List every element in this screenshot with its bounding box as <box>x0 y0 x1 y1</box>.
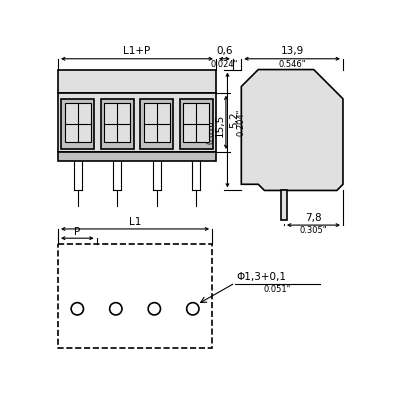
Text: 7,8: 7,8 <box>305 213 322 223</box>
Bar <box>58 152 216 161</box>
Bar <box>58 244 212 348</box>
Circle shape <box>110 303 122 315</box>
Bar <box>281 190 287 220</box>
Text: L1: L1 <box>129 217 141 227</box>
Bar <box>104 103 130 142</box>
Text: 0.051": 0.051" <box>264 285 291 294</box>
Text: 0.204": 0.204" <box>237 109 246 136</box>
Circle shape <box>71 303 83 315</box>
Bar <box>58 70 216 93</box>
Bar <box>65 103 90 142</box>
Text: 0.610": 0.610" <box>207 116 216 144</box>
Text: L1+P: L1+P <box>123 46 150 56</box>
Text: 15,5: 15,5 <box>214 114 224 137</box>
Text: 13,9: 13,9 <box>280 46 304 56</box>
Bar <box>101 99 134 149</box>
Bar <box>144 103 169 142</box>
Text: 5,2: 5,2 <box>229 111 239 128</box>
Bar <box>180 99 213 149</box>
Bar <box>183 103 209 142</box>
Text: 0.305": 0.305" <box>300 226 327 235</box>
Bar <box>61 99 94 149</box>
Circle shape <box>187 303 199 315</box>
Text: Φ1,3+0,1: Φ1,3+0,1 <box>237 272 287 282</box>
Text: 0.546": 0.546" <box>278 60 306 68</box>
Bar <box>140 99 173 149</box>
Bar <box>58 93 216 152</box>
Text: P: P <box>74 227 81 237</box>
Circle shape <box>148 303 160 315</box>
Polygon shape <box>241 70 343 190</box>
Text: 0,6: 0,6 <box>216 46 233 56</box>
Text: 0.024": 0.024" <box>211 60 238 68</box>
